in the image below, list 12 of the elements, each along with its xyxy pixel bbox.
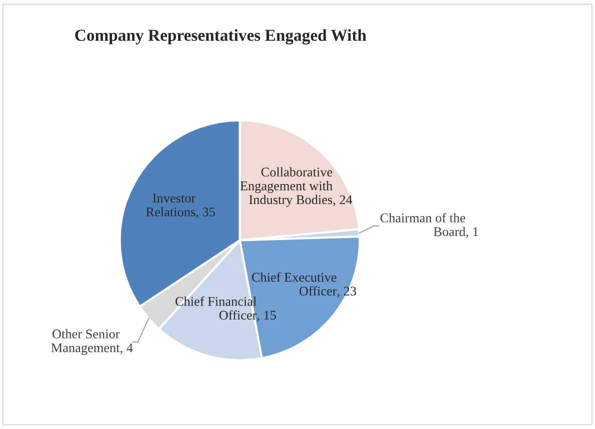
- slice-label: Chief Financial Officer: [176, 296, 257, 320]
- data-label: , 1: [466, 227, 478, 238]
- data-label: , 24: [333, 195, 352, 206]
- data-label: , 35: [196, 208, 215, 218]
- data-label: , 15: [257, 310, 276, 322]
- chart-title: Company Representatives Engaged With: [75, 29, 366, 44]
- slice-label: Chairman of the Board: [380, 212, 466, 236]
- data-label: , 4: [120, 343, 133, 354]
- slice-label: Chief Executive Officer: [252, 272, 337, 296]
- slice-label: Other Senior Management: [51, 329, 120, 355]
- slice-label: Investor Relations: [146, 194, 196, 216]
- slice-label: Collaborative Engagement with Industry Bodies: [240, 167, 332, 207]
